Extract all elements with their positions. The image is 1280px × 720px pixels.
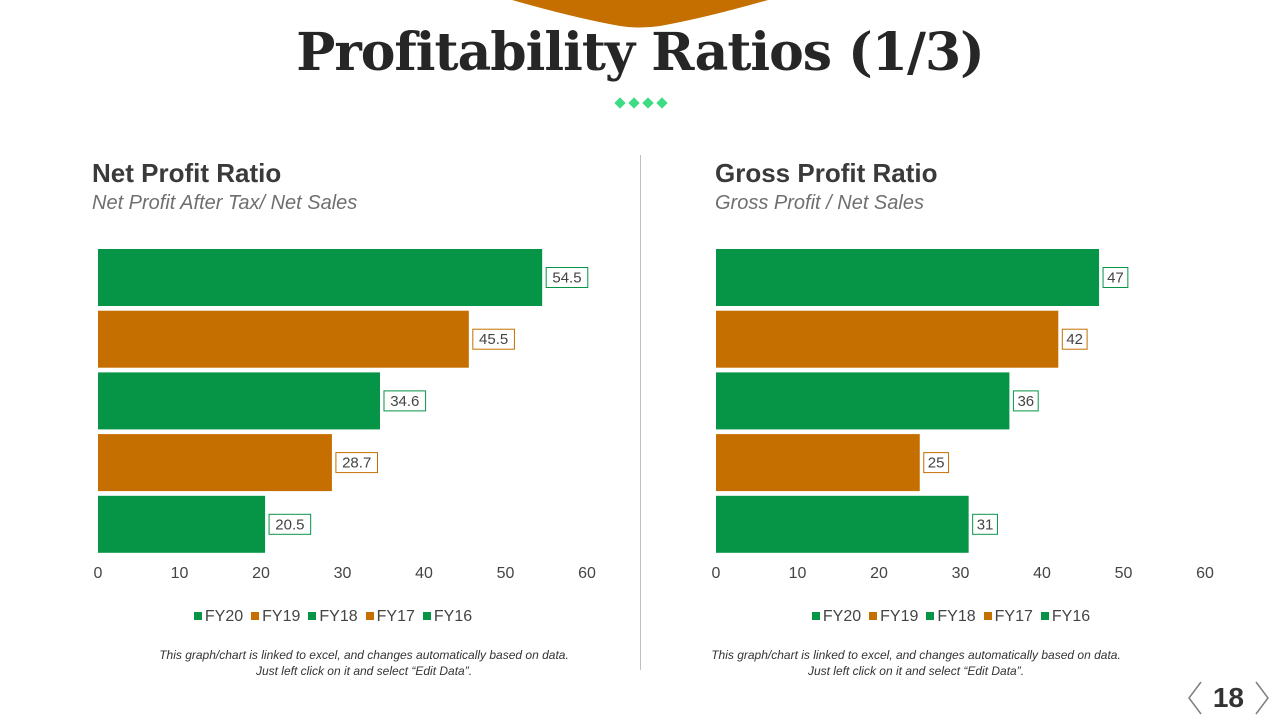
data-label: 45.5 <box>479 331 508 348</box>
data-label-box <box>335 452 379 474</box>
data-label: 25 <box>928 455 945 472</box>
legend-swatch <box>422 612 431 620</box>
note-line: This graph/chart is linked to excel, and… <box>711 648 1121 662</box>
bar-fy16[interactable] <box>716 495 969 553</box>
legend-label: FY18 <box>937 608 976 625</box>
legend-swatch <box>869 612 878 620</box>
legend-swatch <box>365 612 374 620</box>
legend-swatch <box>811 612 820 620</box>
data-label-box <box>1012 390 1039 412</box>
legend-item-fy20: FY20 <box>193 608 244 626</box>
legend-label: FY19 <box>262 608 301 625</box>
data-label-box <box>383 390 427 412</box>
net-profit-subtitle: Net Profit After Tax/ Net Sales <box>92 192 358 214</box>
bar-fy17[interactable] <box>716 434 920 492</box>
legend-label: FY19 <box>880 608 919 625</box>
data-label-box <box>1061 328 1088 350</box>
x-tick-label: 50 <box>1115 565 1133 582</box>
data-label-box <box>545 267 589 288</box>
note-line: Just left click on it and select “Edit D… <box>807 664 1025 678</box>
x-tick-label: 0 <box>94 565 103 582</box>
legend-label: FY18 <box>319 608 358 625</box>
bar-fy17[interactable] <box>98 434 332 492</box>
legend-item-fy16: FY16 <box>422 608 473 626</box>
legend-label: FY16 <box>1051 608 1091 625</box>
x-tick-label: 10 <box>789 565 807 582</box>
data-label-box <box>923 452 950 474</box>
x-tick-label: 0 <box>712 565 721 582</box>
data-label: 20.5 <box>275 516 304 533</box>
next-slide-icon[interactable] <box>1252 680 1272 716</box>
x-tick-label: 30 <box>334 565 352 582</box>
legend-swatch <box>308 612 317 620</box>
net-profit-note: This graph/chart is linked to excel, and… <box>114 647 614 679</box>
bar-fy16[interactable] <box>98 495 266 553</box>
x-tick-label: 30 <box>952 565 970 582</box>
page-number: 18 <box>1212 682 1244 713</box>
legend-label: FY16 <box>433 608 473 625</box>
pager: 18 <box>1185 680 1272 716</box>
note-line: Just left click on it and select “Edit D… <box>255 664 473 678</box>
gross-profit-legend: FY20 FY19 FY18 FY17 FY16 <box>701 608 1201 626</box>
data-label: 28.7 <box>342 455 371 472</box>
previous-slide-icon[interactable] <box>1185 680 1205 716</box>
gross-profit-note: This graph/chart is linked to excel, and… <box>666 647 1166 679</box>
bar-fy20[interactable] <box>716 249 1100 306</box>
legend-item-fy19: FY19 <box>251 608 300 626</box>
note-line: This graph/chart is linked to excel, and… <box>159 648 569 662</box>
legend-item-fy17: FY17 <box>365 608 415 626</box>
page-title: Profitability Ratios (1/3) <box>296 22 984 83</box>
bar-fy18[interactable] <box>98 372 380 430</box>
legend-swatch <box>193 612 202 620</box>
legend-item-fy17: FY17 <box>983 608 1033 626</box>
x-tick-label: 20 <box>252 565 270 582</box>
data-label-box <box>472 328 515 350</box>
data-label: 36 <box>1017 393 1034 410</box>
bar-fy19[interactable] <box>98 310 469 368</box>
x-tick-label: 20 <box>870 565 888 582</box>
x-tick-label: 50 <box>497 565 515 582</box>
data-label-box <box>972 513 998 535</box>
chart-plot-area: 47 42 36 25 31 0 10 20 30 40 50 60 <box>712 249 1214 582</box>
legend-swatch <box>1040 612 1049 620</box>
panel-divider <box>640 155 641 670</box>
legend-item-fy19: FY19 <box>869 608 918 626</box>
x-tick-label: 40 <box>1033 565 1051 582</box>
legend-swatch <box>926 612 935 620</box>
legend-item-fy20: FY20 <box>811 608 862 626</box>
legend-item-fy16: FY16 <box>1040 608 1091 626</box>
data-label: 54.5 <box>552 270 581 287</box>
data-label-box <box>1102 267 1129 288</box>
bar-fy18[interactable] <box>716 372 1010 430</box>
x-tick-label: 60 <box>1196 565 1214 582</box>
legend-label: FY20 <box>204 608 244 625</box>
bar-fy19[interactable] <box>716 310 1059 368</box>
legend-label: FY20 <box>822 608 862 625</box>
data-label: 42 <box>1066 331 1083 348</box>
legend-item-fy18: FY18 <box>926 608 976 626</box>
x-tick-label: 60 <box>578 565 596 582</box>
x-tick-label: 40 <box>415 565 433 582</box>
legend-item-fy18: FY18 <box>308 608 358 626</box>
gross-profit-subtitle: Gross Profit / Net Sales <box>715 192 924 214</box>
legend-swatch <box>251 612 260 620</box>
legend-label: FY17 <box>376 608 415 625</box>
net-profit-title: Net Profit Ratio <box>92 158 282 188</box>
data-label: 34.6 <box>390 393 419 410</box>
data-label: 47 <box>1107 270 1124 287</box>
x-tick-label: 10 <box>171 565 189 582</box>
legend-label: FY17 <box>994 608 1033 625</box>
header-tab-shape <box>512 0 768 28</box>
data-label-box <box>268 513 312 535</box>
bar-fy20[interactable] <box>98 249 543 306</box>
data-label: 31 <box>977 516 994 533</box>
chart-plot-area: 54.5 45.5 34.6 28.7 20.5 0 10 20 30 40 50 60 <box>94 249 596 582</box>
legend-swatch <box>983 612 992 620</box>
net-profit-legend: FY20 FY19 FY18 FY17 FY16 <box>83 608 583 626</box>
gross-profit-title: Gross Profit Ratio <box>715 158 938 188</box>
